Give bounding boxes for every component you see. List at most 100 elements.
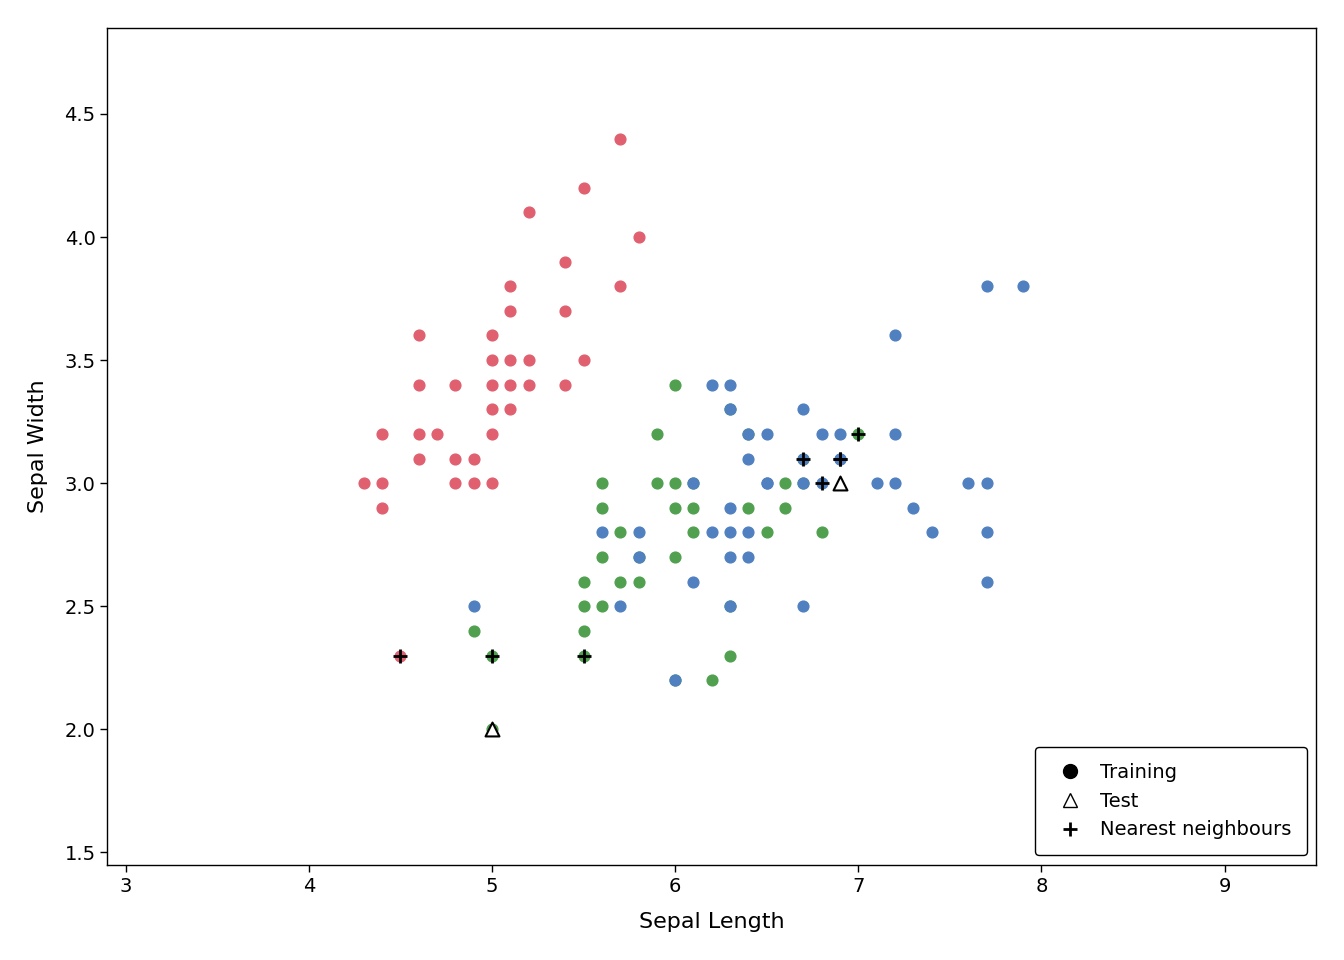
Point [884,327,906,343]
Point [683,574,704,589]
Point [517,204,539,220]
Point [573,599,594,614]
Point [573,180,594,196]
Point [390,648,411,663]
Point [848,426,870,442]
Point [755,426,777,442]
Point [976,525,997,540]
Point [500,352,521,368]
Point [481,475,503,491]
Point [848,426,870,442]
Point [573,352,594,368]
Point [481,648,503,663]
Point [738,525,759,540]
Point [683,525,704,540]
Point [755,525,777,540]
Point [884,475,906,491]
Point [738,549,759,564]
Point [719,599,741,614]
Point [646,475,668,491]
Point [866,475,887,491]
Point [500,377,521,393]
Point [628,549,649,564]
Point [793,401,814,417]
Point [555,254,577,270]
Point [517,352,539,368]
Point [738,451,759,467]
Point [371,475,392,491]
Point [591,549,613,564]
Point [481,401,503,417]
Point [719,648,741,663]
Point [481,377,503,393]
Point [426,426,448,442]
Point [481,722,503,737]
Point [462,451,484,467]
Point [719,525,741,540]
Point [481,648,503,663]
Point [628,549,649,564]
Point [683,500,704,516]
Point [500,303,521,319]
Point [738,500,759,516]
Point [409,377,430,393]
Point [371,500,392,516]
Point [976,475,997,491]
Point [481,722,503,737]
Point [829,451,851,467]
Point [664,549,685,564]
Point [829,475,851,491]
Point [390,648,411,663]
Point [609,525,630,540]
Point [591,525,613,540]
Point [609,131,630,146]
Point [664,377,685,393]
Point [719,549,741,564]
Point [664,672,685,687]
Point [793,599,814,614]
Point [500,278,521,294]
Point [719,599,741,614]
Point [591,599,613,614]
Point [481,352,503,368]
Point [957,475,978,491]
Point [573,623,594,638]
Point [793,451,814,467]
Point [829,426,851,442]
Point [738,426,759,442]
Point [738,426,759,442]
Point [591,500,613,516]
Point [793,451,814,467]
Point [755,475,777,491]
Point [555,303,577,319]
Point [409,327,430,343]
Point [829,451,851,467]
Point [462,623,484,638]
Point [921,525,942,540]
Point [719,401,741,417]
Point [628,525,649,540]
Point [664,475,685,491]
Point [409,426,430,442]
Point [664,672,685,687]
Point [755,475,777,491]
Point [810,525,832,540]
Point [683,475,704,491]
Point [371,426,392,442]
Point [884,426,906,442]
Point [1012,278,1034,294]
Point [810,426,832,442]
Point [774,475,796,491]
Legend: Training, Test, Nearest neighbours: Training, Test, Nearest neighbours [1035,748,1306,855]
Point [591,475,613,491]
Point [664,500,685,516]
Point [500,401,521,417]
Point [702,672,723,687]
Point [683,475,704,491]
Point [646,426,668,442]
Point [573,648,594,663]
Point [445,475,466,491]
Point [829,451,851,467]
Point [445,377,466,393]
Point [573,574,594,589]
